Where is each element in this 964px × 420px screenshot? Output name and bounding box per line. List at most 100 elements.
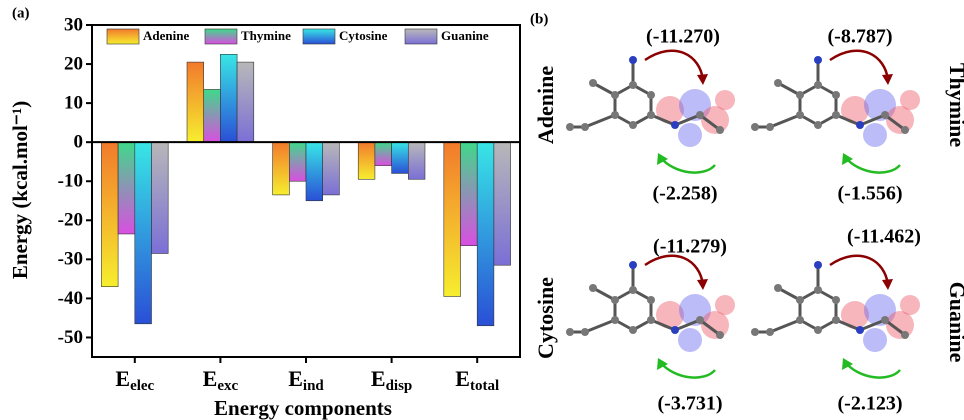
atom (716, 126, 724, 134)
atom (814, 81, 822, 89)
red-arrow (645, 51, 703, 80)
lower-energy: (-2.258) (653, 183, 718, 205)
lower-energy: (-1.556) (838, 183, 903, 205)
y-tick-label: 30 (64, 14, 83, 35)
atom (796, 111, 804, 119)
molecule-name: Adenine (533, 66, 558, 144)
atom (566, 123, 574, 131)
atom (832, 316, 840, 324)
atom (814, 286, 822, 294)
atom (629, 261, 637, 269)
atom (814, 56, 822, 64)
atom (629, 121, 637, 129)
x-tick-label: Edisp (371, 366, 412, 394)
atom (751, 328, 759, 336)
atom (647, 316, 655, 324)
atom (814, 261, 822, 269)
atom (647, 111, 655, 119)
atom (629, 286, 637, 294)
bar (408, 142, 425, 179)
bar (444, 142, 461, 296)
x-tick-label: Etotal (455, 366, 499, 394)
molecule (751, 256, 920, 378)
y-tick-label: 10 (64, 92, 83, 113)
atom (611, 111, 619, 119)
y-tick-label: -50 (58, 327, 83, 348)
atom (671, 326, 679, 334)
atom (881, 111, 889, 119)
x-tick-label: Eexc (203, 366, 239, 394)
x-tick-label: Eelec (115, 366, 154, 394)
legend-swatch (405, 29, 437, 44)
atom (774, 79, 782, 87)
atom (856, 326, 864, 334)
density-blob (863, 123, 887, 147)
bar (494, 142, 511, 265)
legend-swatch (107, 29, 139, 44)
red-arrowhead (697, 279, 708, 290)
bar (101, 142, 118, 287)
green-arrow (845, 157, 900, 173)
atom (832, 296, 840, 304)
atom (566, 328, 574, 336)
upper-energy: (-11.270) (646, 26, 720, 48)
molecule-name: Thymine (945, 63, 964, 148)
green-arrow (845, 362, 900, 378)
panel-label: (a) (12, 5, 30, 21)
bar (461, 142, 478, 246)
upper-energy: (-11.462) (847, 226, 921, 248)
density-blob (678, 328, 702, 352)
bar (220, 54, 237, 142)
bar (375, 142, 392, 165)
bar (358, 142, 375, 179)
lower-energy: (-2.123) (838, 393, 903, 415)
bar (187, 62, 204, 142)
red-arrowhead (697, 74, 708, 85)
red-arrowhead (882, 74, 893, 85)
atom (647, 91, 655, 99)
figure: (a) Energy components Energy (kcal.mol⁻¹… (0, 0, 964, 420)
bond (770, 115, 800, 127)
bar (151, 142, 168, 253)
legend-swatch (205, 29, 237, 44)
bar (118, 142, 135, 234)
atom (796, 296, 804, 304)
atom (629, 81, 637, 89)
atom (751, 123, 759, 131)
atom (814, 121, 822, 129)
atom (716, 331, 724, 339)
bond (585, 115, 615, 127)
bar (237, 62, 254, 142)
density-blob (900, 90, 920, 110)
legend-label: Cytosine (339, 28, 388, 43)
atom (581, 328, 589, 336)
x-axis-title: Energy components (214, 396, 392, 420)
atom (774, 284, 782, 292)
atom (901, 126, 909, 134)
molecule-name: Cytosine (533, 277, 558, 359)
atom (611, 296, 619, 304)
atom (901, 331, 909, 339)
atom (796, 316, 804, 324)
lower-energy: (-3.731) (658, 393, 723, 415)
atom (611, 91, 619, 99)
atom (832, 111, 840, 119)
green-arrow (660, 362, 715, 378)
bar (323, 142, 340, 195)
panel-label: (b) (530, 11, 548, 27)
density-blob (715, 295, 735, 315)
y-axis-title: Energy (kcal.mol⁻¹) (8, 101, 32, 279)
atom (647, 296, 655, 304)
atom (589, 284, 597, 292)
legend-label: Thymine (241, 28, 291, 43)
upper-energy: (-11.279) (653, 236, 727, 258)
molecule (751, 51, 920, 173)
legend-label: Guanine (441, 28, 489, 43)
red-arrow (645, 256, 703, 285)
atom (856, 121, 864, 129)
density-blob (715, 90, 735, 110)
y-tick-label: -30 (58, 249, 83, 270)
atom (696, 111, 704, 119)
bar (392, 142, 409, 173)
atom (881, 316, 889, 324)
